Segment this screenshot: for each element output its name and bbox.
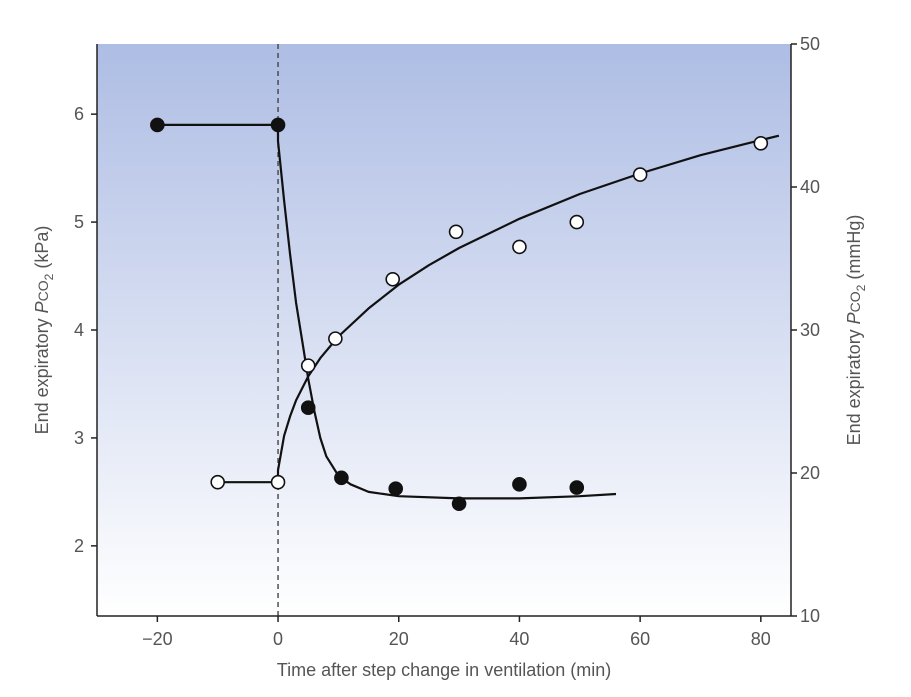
y-left-tick-label: 4 bbox=[74, 320, 84, 340]
filled-data-point bbox=[300, 400, 316, 416]
y-right-tick-label: 40 bbox=[800, 177, 820, 197]
x-tick-label: 20 bbox=[389, 629, 409, 649]
right-y-axis-title: End expiratory PCO2 (mmHg) bbox=[844, 215, 868, 446]
x-tick-label: 0 bbox=[273, 629, 283, 649]
open-data-point bbox=[270, 474, 286, 490]
left-y-axis-title: End expiratory PCO2 (kPa) bbox=[32, 226, 56, 435]
x-tick-label: −20 bbox=[142, 629, 173, 649]
open-data-point bbox=[632, 167, 648, 182]
open-data-point bbox=[512, 239, 527, 255]
filled-data-point bbox=[334, 470, 349, 486]
open-data-point bbox=[385, 271, 401, 287]
x-tick-label: 60 bbox=[630, 629, 650, 649]
open-data-point bbox=[328, 331, 343, 346]
open-data-point bbox=[753, 135, 769, 151]
x-axis-title: Time after step change in ventilation (m… bbox=[277, 660, 612, 680]
filled-data-point bbox=[388, 481, 404, 496]
y-left-tick-label: 5 bbox=[74, 212, 84, 232]
y-right-tick-label: 20 bbox=[800, 463, 820, 483]
open-data-point bbox=[210, 474, 225, 490]
y-right-tick-label: 10 bbox=[800, 606, 820, 626]
x-tick-label: 80 bbox=[751, 629, 771, 649]
y-left-tick-label: 6 bbox=[74, 104, 84, 124]
filled-data-point bbox=[569, 480, 585, 495]
y-left-tick-label: 3 bbox=[74, 428, 84, 448]
open-data-point bbox=[448, 224, 464, 240]
filled-data-point bbox=[150, 117, 165, 133]
y-left-tick-label: 2 bbox=[74, 536, 84, 556]
filled-data-point bbox=[512, 477, 527, 492]
open-data-point bbox=[569, 214, 585, 230]
x-tick-label: 40 bbox=[509, 629, 529, 649]
filled-data-point bbox=[270, 117, 286, 133]
plot-background bbox=[97, 44, 791, 616]
filled-data-point bbox=[451, 496, 467, 512]
y-right-tick-label: 30 bbox=[800, 320, 820, 340]
open-data-point bbox=[300, 358, 316, 373]
y-right-tick-label: 50 bbox=[800, 34, 820, 54]
